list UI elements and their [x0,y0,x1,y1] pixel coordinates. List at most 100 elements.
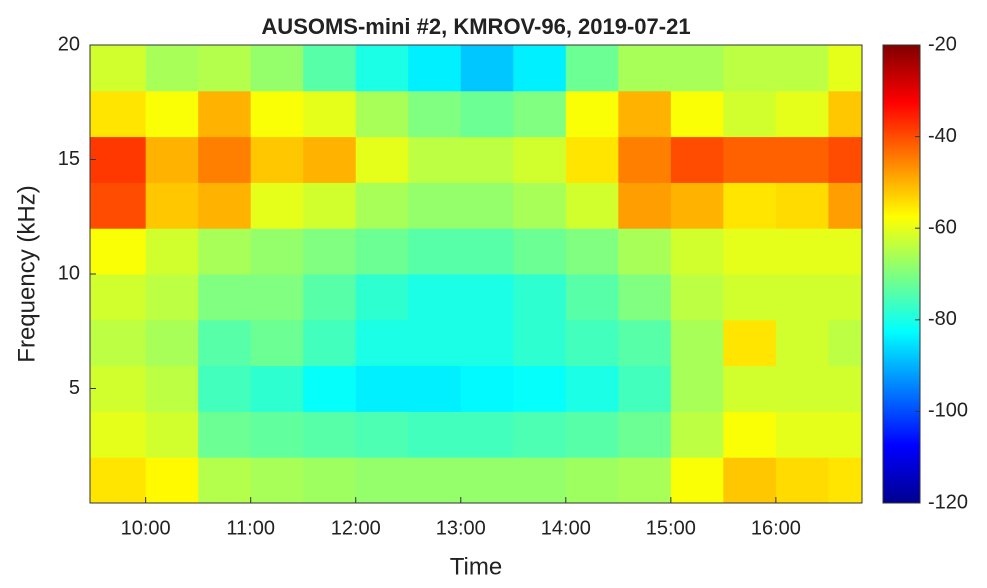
heatmap-cell [775,319,829,367]
x-tick-label: 11:00 [226,517,275,539]
chart-title: AUSOMS-mini #2, KMROV-96, 2019-07-21 [261,14,690,39]
heatmap-cell [198,411,252,458]
heatmap-cell [90,228,147,275]
heatmap-cell [303,457,357,504]
heatmap-cell [90,319,147,367]
heatmap-cell [513,319,567,367]
heatmap-cell [90,136,147,183]
heatmap-cell [198,457,252,504]
heatmap-cell [828,319,863,367]
heatmap-cell [670,228,724,275]
heatmap-cell [198,90,252,138]
heatmap-cell [565,274,619,321]
heatmap-cell [460,411,514,458]
heatmap-cell [145,319,199,367]
heatmap-cell [145,90,199,138]
heatmap-cell [460,274,514,321]
x-tick-label: 16:00 [751,517,801,539]
heatmap-cell [355,136,409,183]
heatmap-cell [775,90,829,138]
heatmap-cell [775,136,829,183]
heatmap-cell [303,90,357,138]
heatmap-cell [303,228,357,275]
heatmap-cell [90,182,147,229]
heatmap-cell [670,45,724,92]
heatmap-cell [145,411,199,458]
heatmap-cell [775,45,829,92]
heatmap-cell [513,411,567,458]
heatmap-cell [670,365,724,412]
heatmap-cell [775,457,829,504]
heatmap-cell [565,319,619,367]
heatmap-cell [775,411,829,458]
heatmap-cell [775,365,829,412]
y-tick-label: 15 [58,148,80,170]
heatmap-cell [565,365,619,412]
heatmap-cell [198,319,252,367]
heatmap-cell [145,45,199,92]
heatmap-cell [828,45,863,92]
heatmap-cell [618,45,672,92]
y-tick-label: 10 [58,262,80,284]
y-tick-label: 5 [69,377,80,399]
heatmap-cell [513,365,567,412]
heatmap-cell [145,228,199,275]
heatmap-cell [775,274,829,321]
heatmap-cell [145,136,199,183]
heatmap-cell [828,136,863,183]
heatmap-cell [408,90,462,138]
heatmap-cell [355,45,409,92]
heatmap-cell [408,411,462,458]
heatmap-cell [145,457,199,504]
heatmap-cell [460,45,514,92]
colorbar [882,44,921,504]
x-tick-label: 14:00 [541,517,591,539]
heatmap-cell [460,136,514,183]
heatmap-cell [723,274,777,321]
heatmap-cell [670,457,724,504]
heatmap-cell [90,90,147,138]
colorbar-tick-label: -100 [928,400,968,422]
heatmap-cell [250,228,304,275]
heatmap-cell [145,182,199,229]
heatmap-cell [828,365,863,412]
heatmap-cell [618,411,672,458]
heatmap-cell [303,319,357,367]
heatmap-cell [723,182,777,229]
colorbar-tick-label: -120 [928,491,968,513]
heatmap-cell [670,411,724,458]
x-tick-label: 10:00 [121,517,171,539]
heatmap-cell [565,182,619,229]
heatmap-cell [513,90,567,138]
x-tick-label: 12:00 [331,517,381,539]
heatmap-cell [460,457,514,504]
heatmap-cell [90,411,147,458]
heatmap-cell [670,90,724,138]
heatmap-cell [198,228,252,275]
heatmap-cell [90,45,147,92]
heatmap-cell [828,182,863,229]
heatmap-cell [355,182,409,229]
heatmap-cell [565,45,619,92]
heatmap-cell [723,411,777,458]
heatmap-cell [513,457,567,504]
heatmap-cell [198,45,252,92]
heatmap-cell [565,411,619,458]
heatmap [90,45,863,504]
heatmap-cell [565,228,619,275]
heatmap-cell [670,274,724,321]
heatmap-cell [565,457,619,504]
colorbar-tick-label: -20 [928,33,957,55]
x-axis-label: Time [450,553,502,580]
heatmap-cell [303,182,357,229]
heatmap-cell [460,365,514,412]
heatmap-cell [460,90,514,138]
heatmap-cell [460,228,514,275]
heatmap-cell [618,274,672,321]
heatmap-cell [513,45,567,92]
heatmap-cell [303,365,357,412]
heatmap-cell [408,319,462,367]
x-tick-label: 13:00 [436,517,486,539]
heatmap-cell [250,136,304,183]
